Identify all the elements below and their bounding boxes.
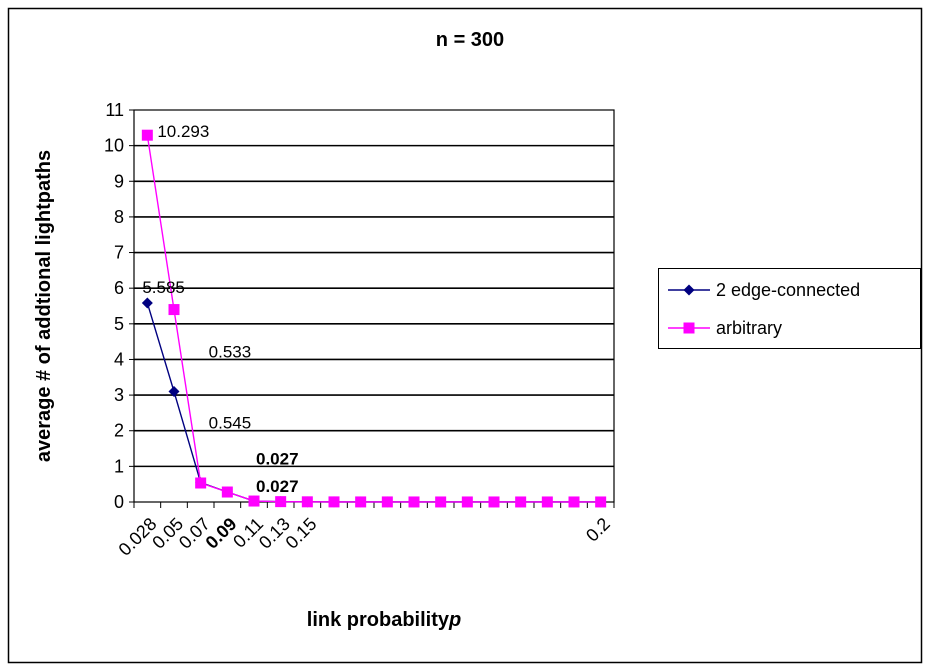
y-tick-label: 0 — [114, 492, 124, 512]
data-point — [515, 496, 527, 508]
data-point — [275, 496, 287, 508]
series-lines — [141, 129, 607, 508]
y-tick-label: 3 — [114, 385, 124, 405]
y-tick-label: 5 — [114, 314, 124, 334]
x-axis-title-main: link probability — [307, 609, 450, 631]
data-point — [488, 496, 500, 508]
data-point — [541, 496, 553, 508]
data-label: 0.533 — [209, 342, 252, 361]
y-tick-label: 1 — [114, 456, 124, 476]
y-axis-title: average # of addtional lightpaths — [33, 150, 55, 462]
y-tick-label: 7 — [114, 243, 124, 263]
data-point — [301, 496, 313, 508]
y-tick-label: 8 — [114, 207, 124, 227]
y-tick-label: 6 — [114, 278, 124, 298]
y-tick-label: 4 — [114, 349, 124, 369]
y-tick-label: 2 — [114, 421, 124, 441]
data-label: 0.027 — [256, 449, 299, 468]
legend-box — [658, 268, 921, 349]
data-point — [141, 297, 153, 309]
y-axis-ticks: 0 1 2 3 4 5 6 7 8 9 10 11 — [104, 100, 134, 512]
data-point — [568, 496, 580, 508]
y-tick-label: 10 — [104, 136, 124, 156]
x-axis-title: link probabilityp — [307, 609, 461, 631]
data-label: 0.027 — [256, 477, 299, 496]
series-arbitrary — [141, 129, 607, 508]
data-point — [328, 496, 340, 508]
y-tick-label: 11 — [105, 100, 124, 120]
chart-title: n = 300 — [436, 29, 504, 51]
legend-label: arbitrary — [716, 318, 782, 338]
legend-marker — [683, 322, 695, 334]
legend-label: 2 edge-connected — [716, 280, 860, 300]
y-tick-label: 9 — [114, 171, 124, 191]
gridlines — [134, 144, 614, 468]
data-point — [248, 495, 260, 507]
data-point — [221, 486, 233, 498]
data-label: 10.293 — [157, 122, 209, 141]
data-point — [435, 496, 447, 508]
legend-marker — [683, 284, 695, 296]
data-label: 0.545 — [209, 414, 252, 433]
legend: 2 edge-connected arbitrary — [658, 268, 921, 349]
data-point — [408, 496, 420, 508]
data-point — [195, 477, 207, 489]
data-point — [461, 496, 473, 508]
data-point — [168, 304, 180, 316]
data-point — [381, 496, 393, 508]
data-point — [141, 129, 153, 141]
data-point — [355, 496, 367, 508]
data-point — [168, 386, 180, 398]
x-axis-title-variable: p — [448, 609, 461, 631]
data-point — [595, 496, 607, 508]
legend-entries: 2 edge-connected arbitrary — [668, 280, 860, 338]
data-label: 5.585 — [142, 278, 185, 297]
